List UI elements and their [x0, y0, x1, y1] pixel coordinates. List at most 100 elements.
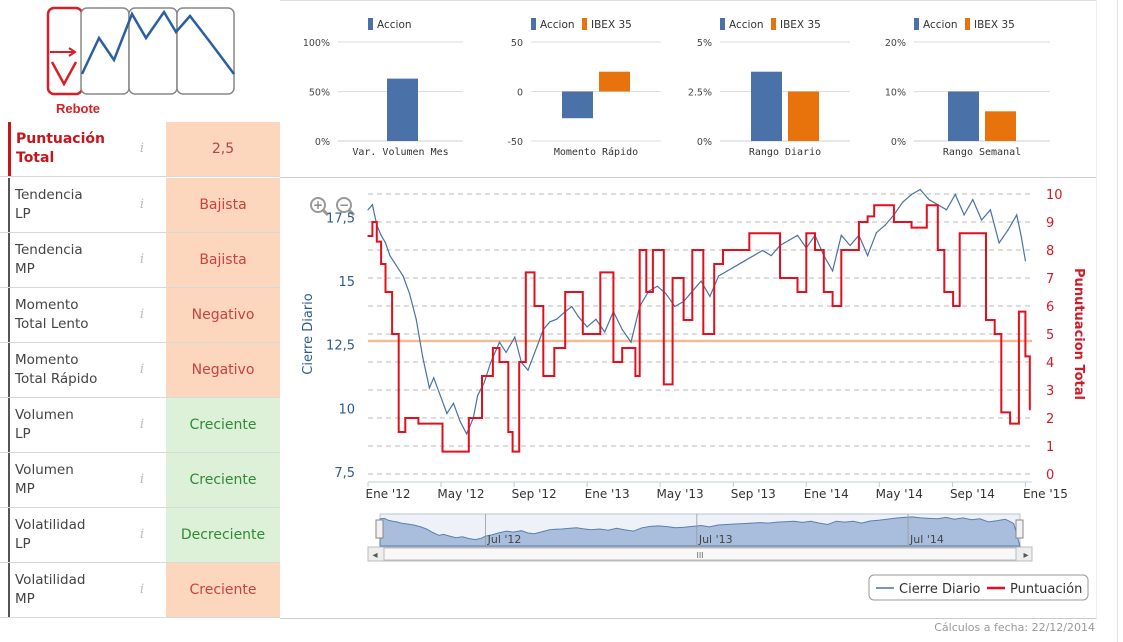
data-point-puntuacion [380, 263, 382, 265]
main-line-chart[interactable]: + − 0 1 2 3 4 5 6 7 8 9 10 7,5 10 12,5 15 17,5 Cierre Diar… [280, 178, 1096, 618]
data-point-cierre [945, 209, 948, 211]
zoom-out-handle [347, 208, 356, 217]
info-icon[interactable]: i [139, 527, 145, 542]
bar [788, 91, 819, 141]
y-left-axis-title: Cierre Diario [301, 293, 316, 375]
legend-label: IBEX 35 [780, 19, 821, 31]
series-line-cierre [367, 188, 1026, 436]
data-point-cierre [395, 265, 398, 267]
data-point-cierre [630, 341, 632, 343]
data-point-cierre [498, 341, 501, 343]
scrollbar[interactable]: III ◂ ▸ [367, 546, 1033, 562]
info-icon[interactable]: i [139, 417, 145, 432]
indicator-label: Volumen LP [8, 398, 138, 452]
indicator-label-line-2: MP [15, 261, 35, 277]
data-point-cierre [466, 433, 468, 435]
data-point-puntuacion [663, 383, 665, 386]
y-right-tick-label: 9 [1046, 216, 1054, 231]
data-point-puntuacion [1000, 411, 1003, 414]
data-point-puntuacion [525, 271, 527, 274]
mini-chart: Accion IBEX 35 -50 0 50 Momento Rápido [507, 18, 661, 158]
data-point-cierre [571, 305, 573, 308]
y-tick-label: 5% [697, 38, 712, 49]
data-point-cierre [919, 188, 921, 191]
data-point-cierre [555, 318, 558, 320]
info-icon[interactable]: i [139, 141, 145, 156]
bar [562, 91, 593, 119]
legend-label-cierre: Cierre Diario [899, 582, 981, 597]
x-tick-label: Ene '13 [585, 487, 630, 501]
info-icon[interactable]: i [139, 307, 145, 322]
data-point-puntuacion [873, 204, 875, 206]
zoom-out-icon[interactable]: − [336, 197, 356, 217]
y-left-tick-label: 12,5 [326, 339, 355, 354]
top-divider [280, 0, 1096, 1]
legend-label-puntuacion: Puntuación [1010, 582, 1082, 597]
info-icon[interactable]: i [139, 472, 145, 487]
data-point-puntuacion [564, 291, 566, 293]
zoom-in-lens [310, 197, 326, 213]
legend-swatch [771, 18, 776, 30]
mini-chart: Accion IBEX 35 0% 2.5% 5% Rango Diario [688, 18, 850, 158]
data-point-cierre [770, 255, 772, 257]
zoom-in-icon[interactable]: + [310, 197, 330, 217]
data-point-puntuacion [1009, 422, 1011, 425]
calc-date: Cálculos a fecha: 22/12/2014 [934, 621, 1095, 634]
x-axis-label: Rango Diario [749, 147, 821, 158]
info-icon[interactable]: i [139, 362, 145, 377]
scroll-right-icon[interactable]: ▸ [1023, 550, 1028, 561]
data-point-puntuacion [682, 319, 685, 321]
data-point-cierre [1007, 229, 1009, 231]
data-point-cierre [505, 351, 507, 353]
y-tick-label: 2.5% [688, 88, 712, 99]
data-point-puntuacion [748, 232, 751, 234]
zoom-out-glyph: − [339, 198, 349, 212]
data-point-cierre [884, 224, 886, 226]
indicator-label-line-1: Momento [15, 297, 79, 313]
data-point-cierre [735, 265, 737, 267]
indicator-row: Volatilidad LP i Decreciente [0, 508, 280, 563]
y-right-tick-label: 0 [1046, 468, 1054, 483]
series-line-puntuacion [368, 204, 1031, 453]
indicator-label-line-1: Volatilidad [15, 517, 86, 533]
x-tick-label: Ene '12 [366, 487, 411, 501]
y-right-tick-label: 2 [1046, 412, 1054, 427]
mini-bar-charts: Accion 0% 50% 100% Var. Volumen Mes Accion IBE… [280, 0, 1096, 178]
navigator-handle-right[interactable] [1015, 519, 1024, 539]
indicator-label: Volatilidad MP [8, 563, 138, 617]
info-icon[interactable]: i [139, 252, 145, 267]
y-left-tick-label: 7,5 [334, 466, 355, 481]
chart-legend: Cierre Diario Puntuación [868, 574, 1089, 601]
legend-label: IBEX 35 [974, 19, 1015, 31]
x-tick-label: Sep '13 [731, 487, 776, 501]
legend-swatch [720, 18, 725, 30]
y-left-tick-label: 17,5 [326, 211, 355, 226]
indicator-label: Volatilidad LP [8, 508, 138, 562]
data-point-puntuacion [671, 277, 674, 279]
zoom-in-glyph: + [313, 198, 323, 212]
data-point-cierre [422, 356, 424, 359]
y-right-axis-title: Punutuacion Total [1071, 268, 1086, 400]
data-point-puntuacion [599, 271, 602, 274]
y-tick-label: -50 [507, 137, 523, 148]
navigator-label: Jul '12 [487, 533, 522, 546]
navigator[interactable]: Jul '12 Jul '13 Jul '14 [375, 513, 1024, 547]
data-point-puntuacion [468, 417, 470, 419]
y-tick-label: 0% [315, 137, 330, 148]
scroll-left-icon[interactable]: ◂ [372, 550, 377, 561]
data-point-puntuacion [457, 450, 459, 453]
y-left-tick-label: 15 [338, 275, 355, 290]
data-point-cierre [367, 209, 369, 211]
indicator-value: Decreciente [166, 508, 280, 562]
navigator-handle-left[interactable] [375, 519, 384, 539]
data-point-cierre [972, 199, 974, 201]
data-point-puntuacion [926, 204, 928, 206]
indicator-value: Creciente [166, 453, 280, 507]
indicator-row: Tendencia MP i Bajista [0, 233, 280, 288]
info-icon[interactable]: i [139, 582, 145, 597]
indicator-label-line-2: LP [15, 536, 31, 552]
data-point-cierre [514, 336, 516, 338]
data-point-cierre [459, 420, 461, 422]
info-icon[interactable]: i [139, 197, 145, 212]
indicator-label: Momento Total Lento [8, 288, 138, 342]
